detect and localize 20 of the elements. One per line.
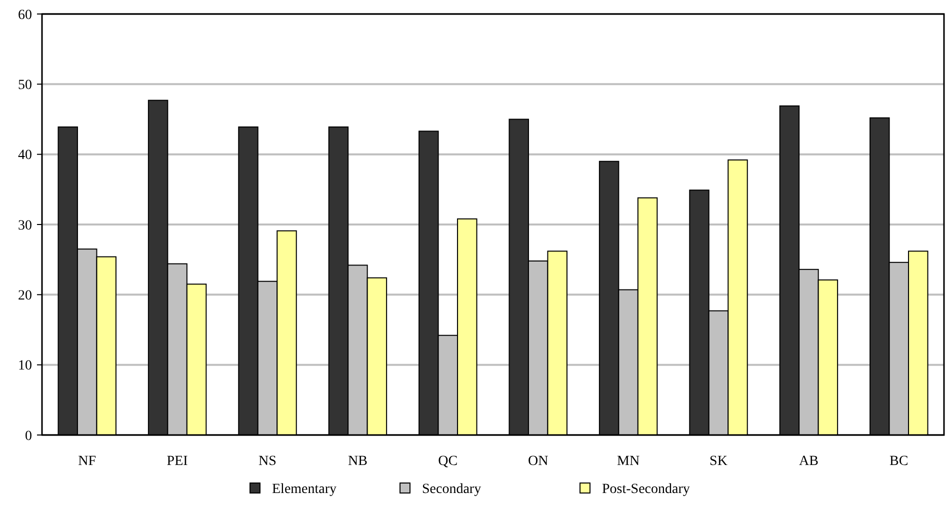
x-tick-label: QC [438,454,458,469]
x-tick-label: NF [78,454,96,469]
x-tick-label: NB [348,454,368,469]
x-tick-label: ON [528,454,548,469]
legend-label: Post-Secondary [602,482,690,497]
x-tick-label: SK [710,454,728,469]
y-tick-label: 60 [18,8,32,23]
legend-label: Elementary [272,482,337,497]
y-tick-label: 30 [18,218,32,234]
x-tick-label: BC [890,454,908,469]
y-tick-label: 40 [18,148,32,164]
x-tick-label: PEI [166,454,188,469]
x-tick-label: NS [258,454,276,469]
y-tick-label: 0 [25,428,32,444]
legend-label: Secondary [422,482,482,497]
y-tick-label: 20 [18,288,32,304]
y-tick-label: 50 [18,78,32,94]
y-tick-label: 10 [18,358,32,374]
x-tick-label: MN [617,454,640,469]
x-tick-label: AB [798,454,818,469]
